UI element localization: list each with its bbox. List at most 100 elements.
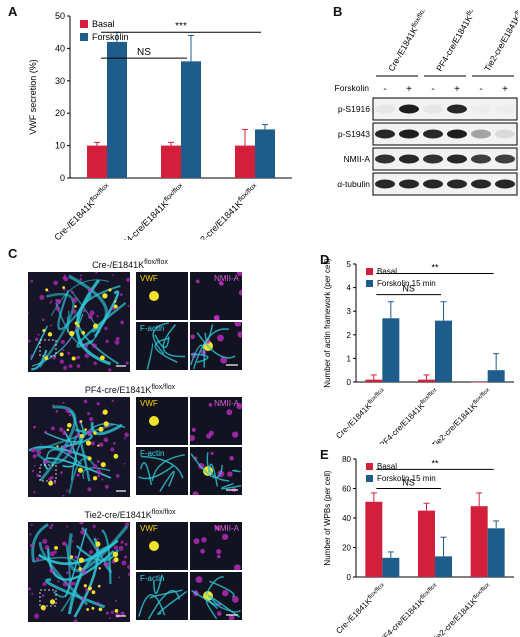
treatment-sign: - xyxy=(383,84,386,95)
factin-zoom-tile: F-actin xyxy=(136,447,188,495)
y-tick-label: 40 xyxy=(342,514,351,523)
blot-strip xyxy=(372,172,518,196)
nmii-dot xyxy=(60,339,65,345)
chart-d-actin-framework: 0 1 2 3 4 5 Number of actin framework (per cel… xyxy=(323,258,514,444)
nmii-dot xyxy=(111,306,115,311)
nmii-dot xyxy=(34,613,40,619)
bar-treatment xyxy=(487,528,505,577)
vwf-dot xyxy=(59,352,64,357)
microscopy-row-title: Cre-/E1841Kflox/flox xyxy=(92,259,168,270)
nmii-dot xyxy=(220,356,228,364)
nmii-dot xyxy=(232,431,239,438)
nmii-dot xyxy=(67,351,71,355)
nmii-dot xyxy=(195,576,203,583)
nmii-dot xyxy=(55,410,59,413)
nmii-dot xyxy=(195,279,200,284)
panel-c-letter: C xyxy=(8,246,18,261)
actin-filament xyxy=(43,457,112,479)
nmii-dot xyxy=(101,478,104,481)
nmii-dot xyxy=(79,274,82,277)
blot-band xyxy=(423,154,443,164)
nmii-dot xyxy=(72,581,76,586)
x-tick-label: Tie2-cre/E1841Kflox/flox xyxy=(430,582,493,637)
vwf-dot xyxy=(71,356,76,361)
vwf-dot xyxy=(114,609,119,613)
y-tick-label: 40 xyxy=(55,43,65,53)
nmii-zoom-tile: NMII-A xyxy=(190,397,242,445)
vwf-dot xyxy=(74,321,79,326)
nmii-dot xyxy=(210,451,214,455)
bar-basal xyxy=(161,145,181,178)
vwf-dot xyxy=(91,606,95,610)
nmii-dot xyxy=(124,432,129,438)
nmii-dot xyxy=(55,306,61,312)
bar-treatment xyxy=(382,557,400,577)
nmii-dot xyxy=(110,447,115,452)
nmii-dot xyxy=(44,545,50,550)
nmii-dot xyxy=(42,318,45,322)
nmii-dot xyxy=(66,489,69,492)
nmii-dot xyxy=(106,310,109,312)
nmii-dot xyxy=(62,430,67,436)
vwf-dot xyxy=(113,453,119,459)
nmii-dot xyxy=(86,429,92,436)
y-tick-label: 0 xyxy=(347,378,352,387)
nmii-dot xyxy=(76,364,81,368)
actin-filament xyxy=(93,290,120,338)
vwf-dot xyxy=(95,541,101,547)
nmii-dot xyxy=(227,471,233,477)
nmii-dot xyxy=(104,484,109,489)
nmii-dot xyxy=(104,326,108,331)
nmii-dot xyxy=(127,564,130,569)
y-tick-label: 5 xyxy=(347,260,352,269)
y-tick-label: 0 xyxy=(347,573,352,582)
nmii-dot xyxy=(78,356,81,358)
nmii-dot xyxy=(63,274,67,277)
nmii-dot xyxy=(87,412,91,416)
nmii-dot xyxy=(50,324,53,327)
nmii-dot xyxy=(96,537,99,540)
nmii-dot xyxy=(63,276,69,282)
nmii-dot xyxy=(89,310,95,316)
nmii-dot xyxy=(32,425,36,429)
x-tick-label: PF4-cre/E1841Kflox/flox xyxy=(378,387,441,444)
nmii-dot xyxy=(52,355,56,360)
blot-band xyxy=(447,179,467,189)
blot-band xyxy=(375,129,395,139)
nmii-dot xyxy=(112,442,116,445)
zoom-box xyxy=(39,464,57,482)
bar-treatment xyxy=(435,556,452,577)
nmii-dot xyxy=(114,599,117,602)
bar-basal xyxy=(418,379,435,382)
vwf-dot xyxy=(99,355,105,361)
merged-image xyxy=(28,522,130,622)
legend-swatch xyxy=(366,268,373,275)
x-tick-label: PF4-cre/E1841Kflox/flox xyxy=(378,582,441,637)
legend-label: Basal xyxy=(377,462,397,471)
nmii-dot xyxy=(108,368,112,372)
vwf-dot xyxy=(77,467,83,473)
nmii-dot xyxy=(90,441,95,446)
nmii-dot xyxy=(96,460,100,464)
actin-filament xyxy=(38,292,75,368)
nmii-dot xyxy=(121,560,127,566)
vwf-dot xyxy=(98,607,103,612)
vwf-dot xyxy=(83,584,87,588)
nmii-dot xyxy=(213,316,218,320)
chart-a-vwf-secretion: 0 10 20 30 40 50 VWF secretion (%) Cre-/E1841Kf… xyxy=(28,11,292,240)
nmii-tile-label: NMII-A xyxy=(214,524,240,533)
nmii-dot xyxy=(31,592,34,595)
actin-filament xyxy=(75,279,111,366)
actin-filament xyxy=(205,576,224,596)
bar-treatment xyxy=(107,41,127,178)
bar-treatment xyxy=(435,320,452,382)
nmii-dot xyxy=(87,433,91,437)
bar-basal xyxy=(87,145,107,178)
nmii-dot xyxy=(124,542,128,546)
vwf-dot xyxy=(93,431,97,435)
bar-basal xyxy=(235,145,255,178)
nmii-dot xyxy=(114,340,120,345)
nmii-dot xyxy=(32,454,37,459)
vwf-dot xyxy=(108,288,112,292)
blot-band xyxy=(471,154,491,164)
